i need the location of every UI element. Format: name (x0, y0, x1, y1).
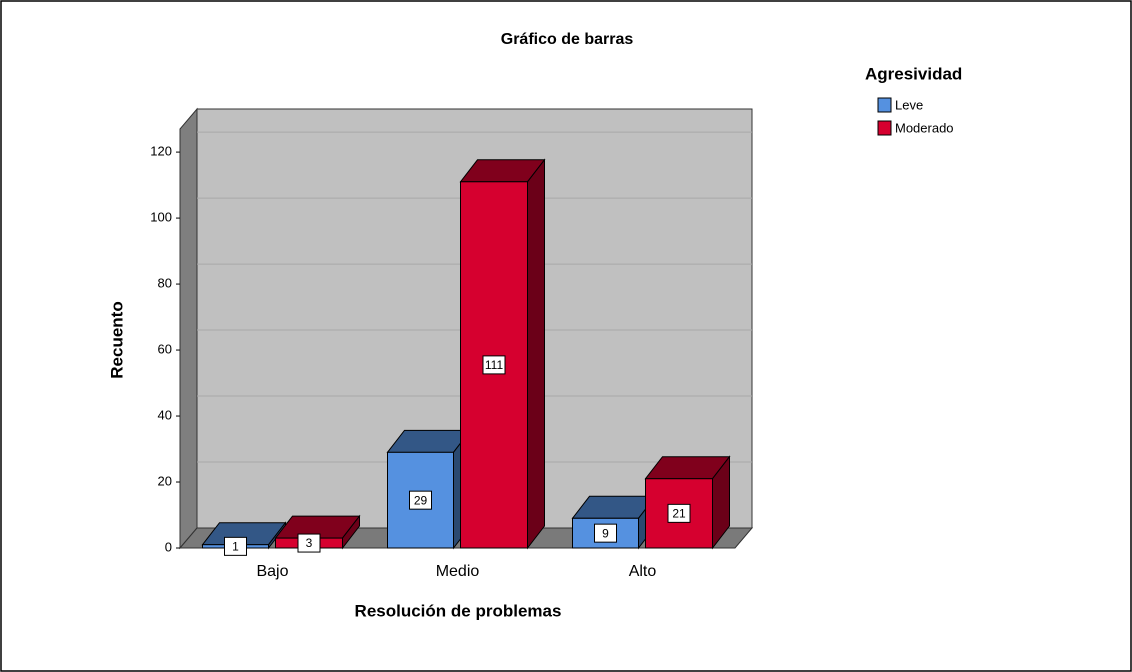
value-label-box (667, 503, 691, 523)
value-label: 21 (672, 507, 686, 521)
side-wall (179, 107, 198, 550)
value-label: 9 (602, 526, 609, 540)
y-tick-label: 80 (158, 276, 172, 291)
legend-title: Agresividad (865, 64, 962, 83)
legend-label: Leve (895, 97, 923, 112)
x-tick-label: Alto (629, 563, 657, 580)
legend-label: Moderado (895, 120, 954, 135)
x-tick-label: Medio (436, 563, 480, 580)
value-label: 29 (414, 493, 428, 507)
value-label: 1 (232, 540, 239, 554)
y-tick-label: 20 (158, 473, 172, 488)
y-tick-label: 120 (150, 144, 172, 159)
y-tick-label: 100 (150, 210, 172, 225)
y-tick-label: 0 (165, 539, 172, 554)
y-axis-title: Recuento (107, 301, 126, 378)
value-label-box (409, 490, 432, 510)
value-label: 3 (306, 536, 313, 550)
legend-swatch (877, 97, 892, 113)
value-label-box (224, 536, 247, 556)
bar-side (527, 158, 545, 550)
value-label-box (482, 355, 506, 375)
chart-title: Gráfico de barras (501, 31, 634, 48)
value-label-box (594, 523, 617, 543)
value-label-box (297, 533, 321, 553)
x-tick-label: Bajo (256, 563, 288, 580)
x-axis-title: Resolución de problemas (355, 601, 562, 620)
value-label: 111 (485, 358, 504, 372)
legend-swatch (877, 120, 892, 136)
y-tick-label: 40 (158, 407, 172, 422)
y-tick-label: 60 (158, 341, 172, 356)
